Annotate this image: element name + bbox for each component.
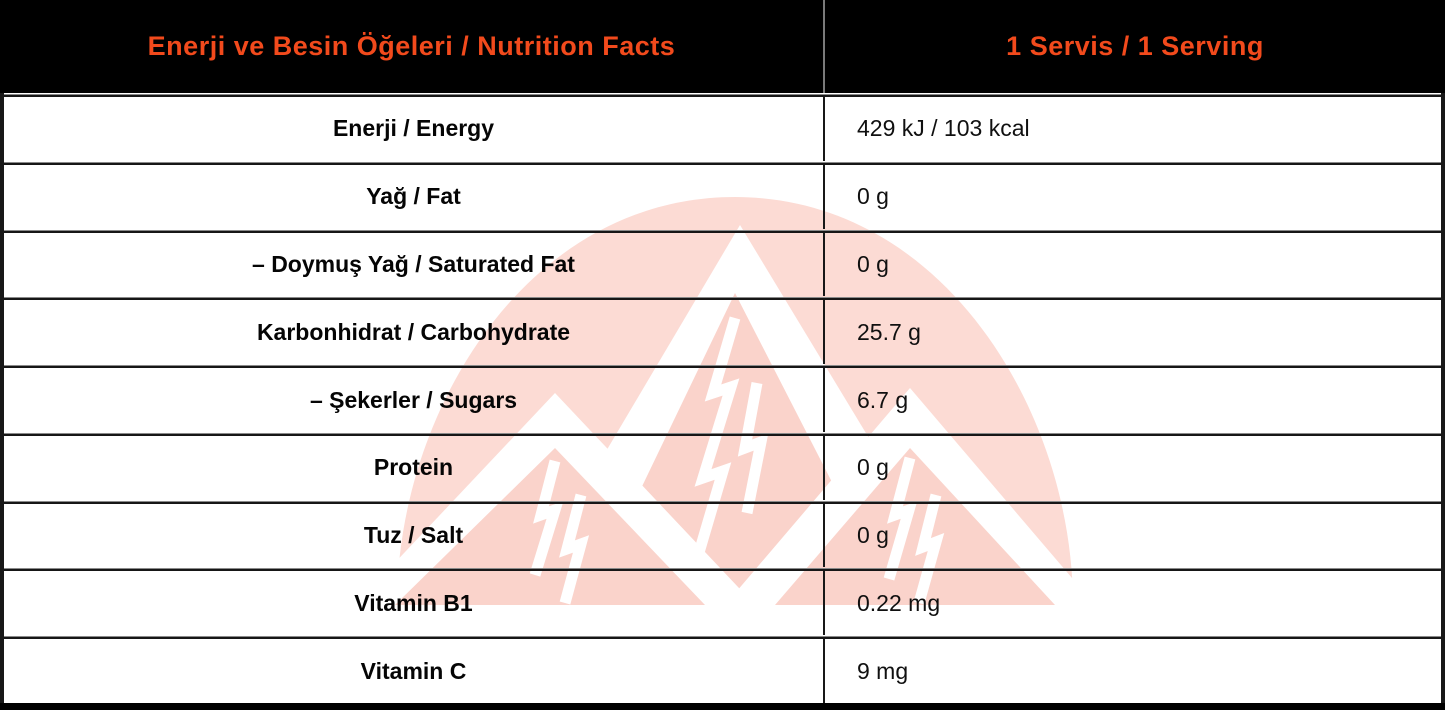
table-row-energy: Enerji / Energy 429 kJ / 103 kcal <box>4 97 1441 161</box>
column-divider <box>823 0 825 93</box>
nutrient-value-cell: 429 kJ / 103 kcal <box>825 97 1441 161</box>
nutrient-label: – Şekerler / Sugars <box>309 386 518 413</box>
nutrient-label-cell: Tuz / Salt <box>4 504 823 568</box>
nutrient-value: 0 g <box>857 522 889 549</box>
table-row-vitamin-c: Vitamin C 9 mg <box>4 639 1441 704</box>
nutrient-value-cell: 0.22 mg <box>825 571 1441 635</box>
nutrient-value: 0 g <box>857 454 889 481</box>
nutrient-label: Vitamin C <box>360 657 467 684</box>
nutrient-value-cell: 0 g <box>825 436 1441 500</box>
column-divider <box>823 164 825 229</box>
row-separator <box>4 635 1441 640</box>
column-divider <box>823 503 825 568</box>
row-separator <box>4 93 1441 97</box>
column-divider <box>823 232 825 297</box>
header-title-serving: 1 Servis / 1 Serving <box>1006 31 1264 61</box>
nutrient-value: 0 g <box>857 250 889 277</box>
column-divider <box>823 435 825 500</box>
nutrient-label: Vitamin B1 <box>354 589 473 616</box>
header-cell-serving: 1 Servis / 1 Serving <box>825 0 1445 93</box>
table-row-vitamin-b1: Vitamin B1 0.22 mg <box>4 571 1441 636</box>
nutrient-label-cell: Protein <box>4 436 823 500</box>
nutrient-label: Protein <box>373 454 454 481</box>
column-divider <box>823 300 825 365</box>
nutrient-label-cell: Karbonhidrat / Carbohydrate <box>4 300 823 364</box>
table-row-fat: Yağ / Fat 0 g <box>4 164 1441 229</box>
row-separator <box>4 567 1441 572</box>
row-separator <box>4 499 1441 504</box>
table-body: Enerji / Energy 429 kJ / 103 kcal Yağ / … <box>0 93 1445 704</box>
nutrient-value-cell: 6.7 g <box>825 368 1441 432</box>
nutrient-label-cell: – Şekerler / Sugars <box>4 368 823 432</box>
nutrient-value-cell: 9 mg <box>825 639 1441 703</box>
table-row-protein: Protein 0 g <box>4 435 1441 500</box>
nutrient-label: Yağ / Fat <box>366 183 461 210</box>
bottom-border-bar <box>0 703 1445 710</box>
column-divider <box>823 639 825 704</box>
header-cell-left: Enerji ve Besin Öğeleri / Nutrition Fact… <box>0 0 823 93</box>
column-divider <box>823 571 825 636</box>
table-row-carbohydrate: Karbonhidrat / Carbohydrate 25.7 g <box>4 300 1441 365</box>
row-separator <box>4 228 1441 233</box>
table-row-sugars: – Şekerler / Sugars 6.7 g <box>4 368 1441 432</box>
table-header-row: Enerji ve Besin Öğeleri / Nutrition Fact… <box>0 0 1445 93</box>
nutrient-value: 6.7 g <box>857 386 909 413</box>
nutrient-label-cell: – Doymuş Yağ / Saturated Fat <box>4 233 823 297</box>
nutrient-label: Enerji / Energy <box>332 115 495 142</box>
nutrient-label-cell: Enerji / Energy <box>4 97 823 161</box>
table-row-salt: Tuz / Salt 0 g <box>4 503 1441 568</box>
nutrient-label: – Doymuş Yağ / Saturated Fat <box>252 250 575 277</box>
column-divider <box>823 368 825 432</box>
row-separator <box>4 431 1441 436</box>
nutrient-value: 0 g <box>857 183 889 210</box>
row-separator <box>4 296 1441 301</box>
nutrient-value-cell: 0 g <box>825 165 1441 229</box>
nutrient-value: 429 kJ / 103 kcal <box>857 115 1030 142</box>
nutrient-value-cell: 0 g <box>825 233 1441 297</box>
nutrient-label-cell: Vitamin C <box>4 639 823 703</box>
header-title-nutrition-facts: Enerji ve Besin Öğeleri / Nutrition Fact… <box>147 31 676 61</box>
nutrient-value: 25.7 g <box>857 318 921 345</box>
row-separator <box>4 160 1441 165</box>
column-divider <box>823 97 825 161</box>
table-row-saturated-fat: – Doymuş Yağ / Saturated Fat 0 g <box>4 232 1441 297</box>
nutrient-label-cell: Vitamin B1 <box>4 571 823 635</box>
row-separator <box>4 364 1441 369</box>
nutrient-value-cell: 0 g <box>825 504 1441 568</box>
nutrient-label-cell: Yağ / Fat <box>4 165 823 229</box>
nutrient-label: Tuz / Salt <box>363 522 464 549</box>
nutrient-value: 9 mg <box>857 657 909 684</box>
nutrient-label: Karbonhidrat / Carbohydrate <box>256 318 571 345</box>
nutrient-value: 0.22 mg <box>857 589 941 616</box>
nutrient-value-cell: 25.7 g <box>825 300 1441 364</box>
